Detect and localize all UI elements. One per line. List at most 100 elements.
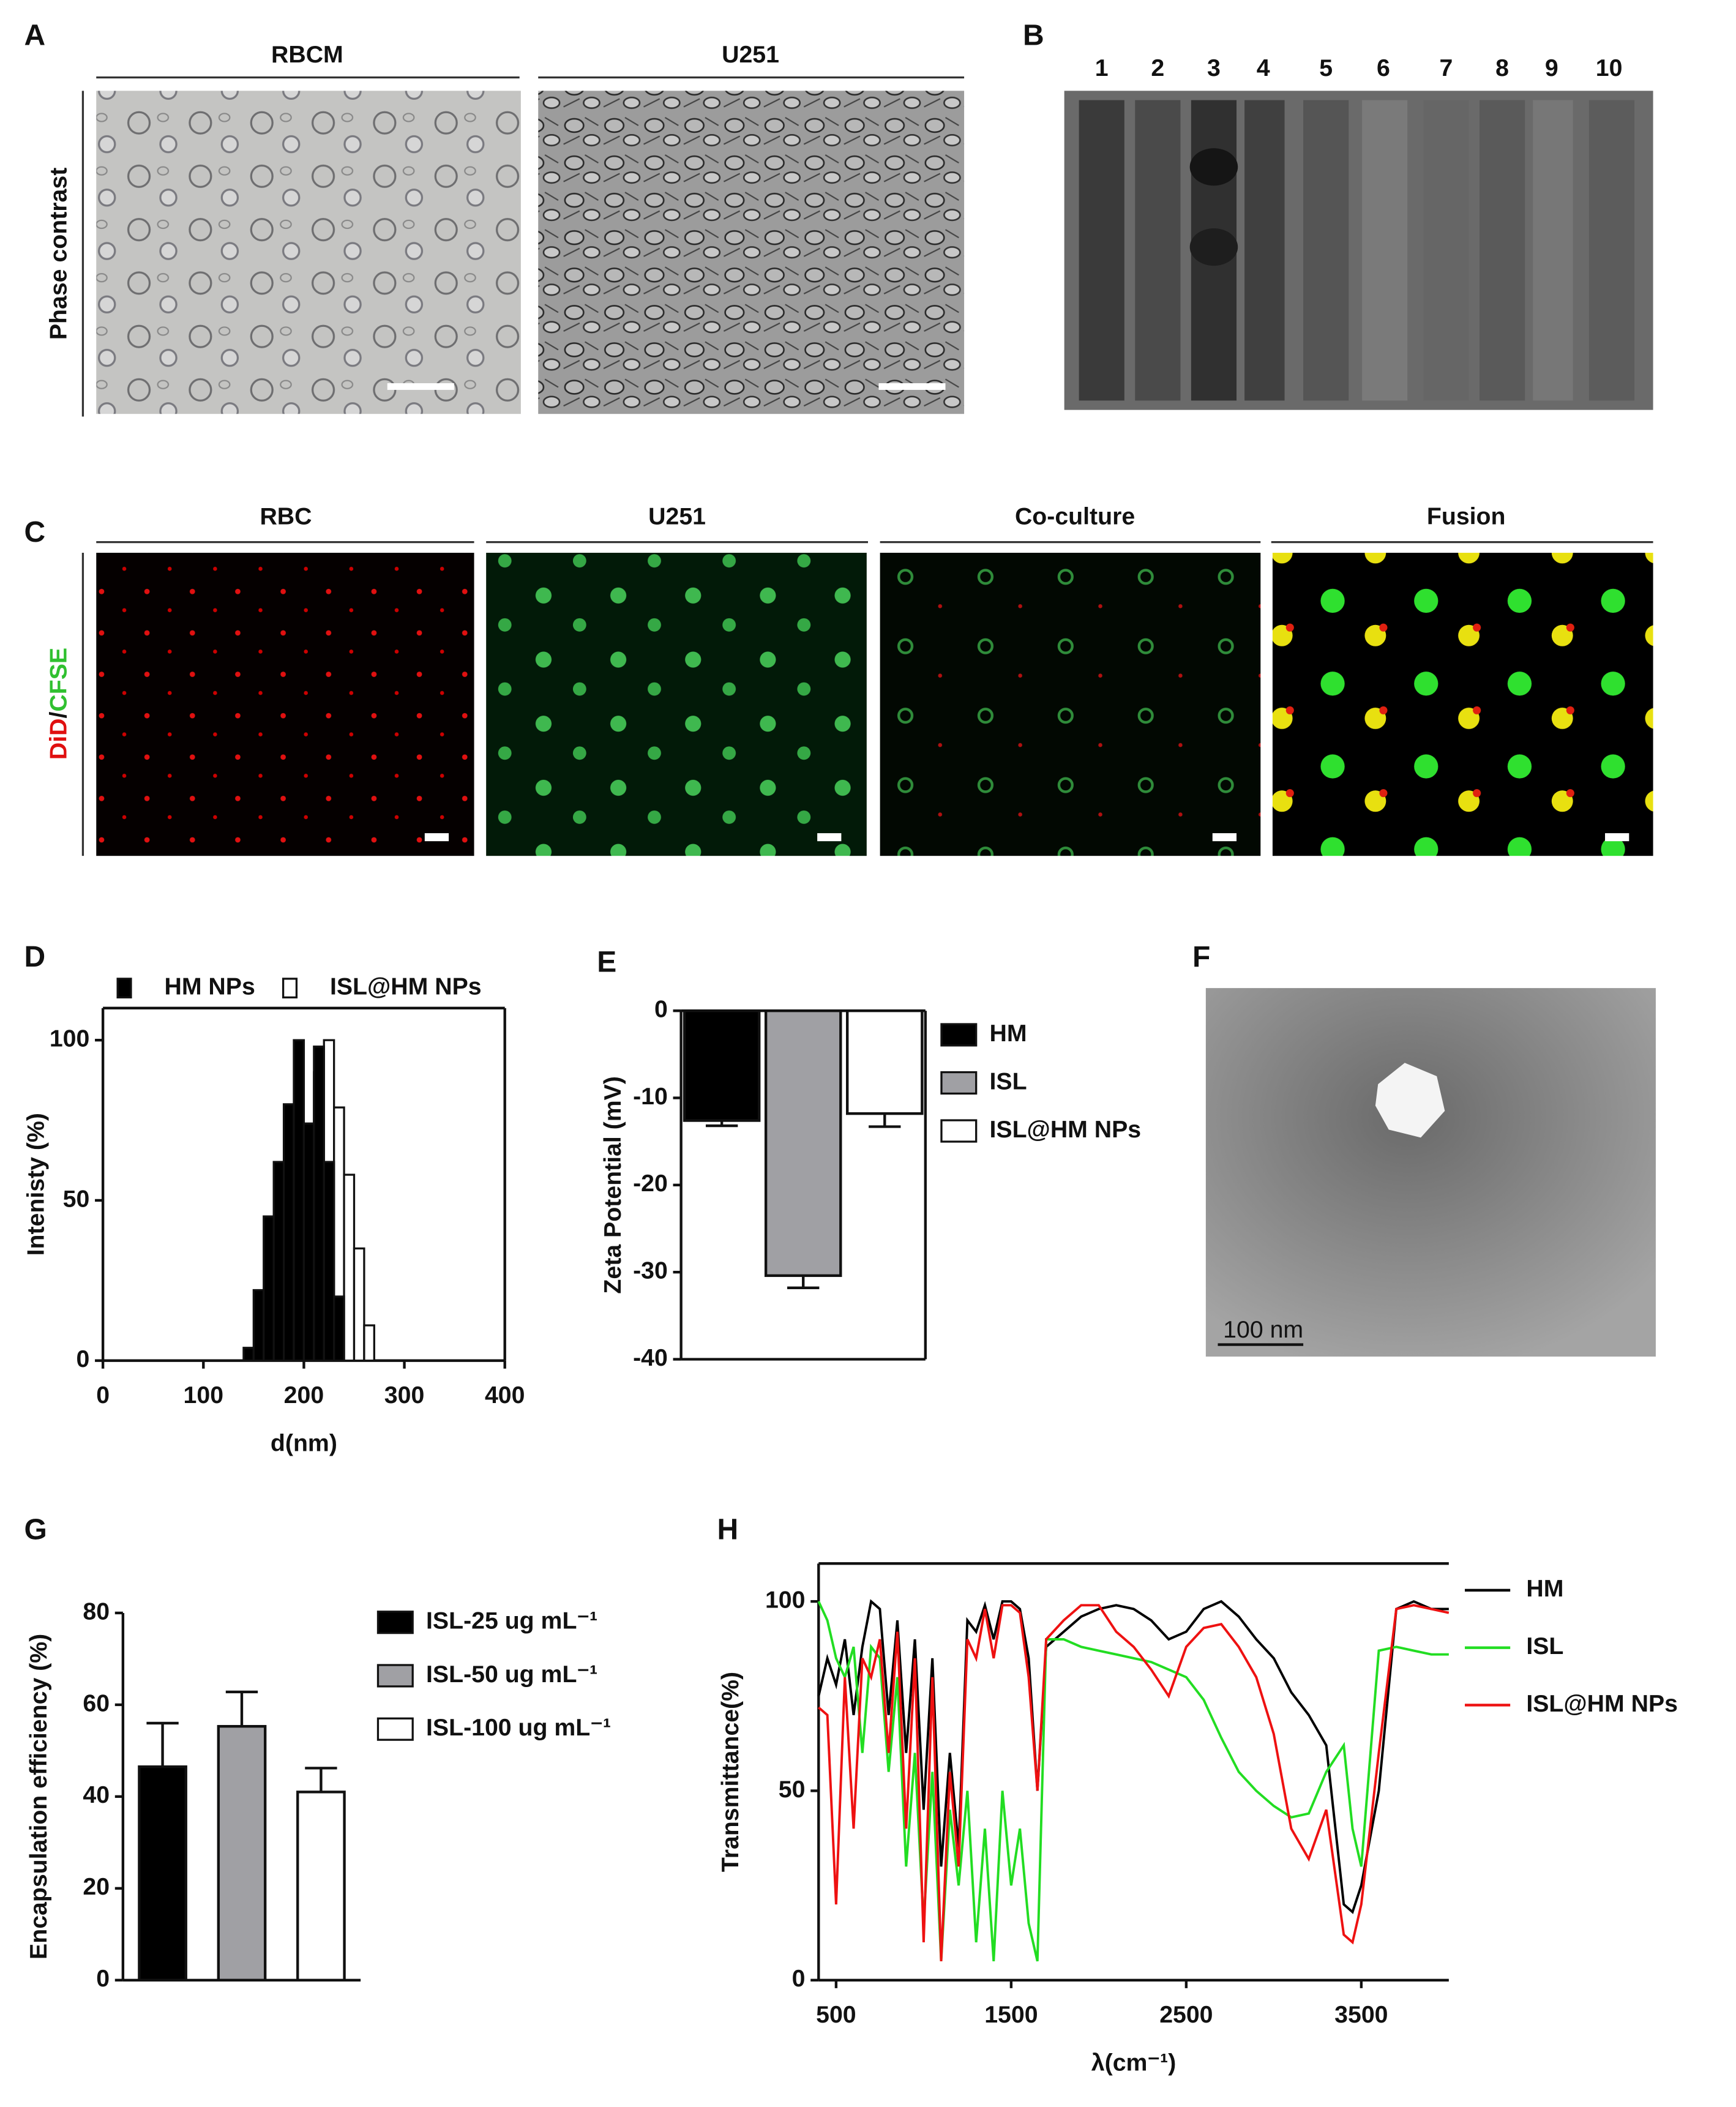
y-axis-label: Transmittance(%) — [717, 1672, 744, 1872]
column-title: U251 — [722, 41, 779, 68]
x-axis-label: λ(cm⁻¹) — [1091, 2049, 1177, 2076]
error-bar — [146, 1721, 179, 1767]
panel-letter: H — [717, 1514, 739, 1546]
x-axis-label: d(nm) — [271, 1429, 337, 1456]
y-tick-label: -20 — [633, 1170, 668, 1197]
bar — [846, 1009, 924, 1115]
histogram-bar — [313, 1046, 325, 1362]
histogram-bar — [282, 1103, 295, 1362]
y-tick-label: 0 — [96, 1965, 110, 1992]
column-title: U251 — [648, 503, 706, 530]
micrograph — [96, 91, 521, 414]
y-tick-label: 80 — [83, 1598, 110, 1625]
legend-label: ISL — [989, 1068, 1027, 1095]
x-tick-label: 0 — [96, 1382, 110, 1409]
row-title-part: DiD — [45, 719, 72, 760]
error-bar — [305, 1767, 337, 1792]
scale-bar — [424, 833, 449, 842]
spectrum-line — [818, 1604, 1450, 1961]
legend-label: ISL@HM NPs — [989, 1116, 1141, 1143]
x-tick-label: 300 — [384, 1382, 425, 1409]
scale-bar — [387, 383, 454, 390]
panel-letter: E — [597, 946, 616, 979]
y-axis-label: Encapsulation efficiency (%) — [25, 1634, 52, 1959]
row-title-part: CFSE — [45, 648, 72, 712]
x-tick-label: 1500 — [984, 2001, 1038, 2028]
gel-lane — [1533, 100, 1573, 401]
gel-lane — [1588, 100, 1635, 401]
histogram-bar — [252, 1289, 265, 1362]
histogram-bar — [323, 1161, 335, 1362]
y-tick-label: 20 — [83, 1873, 110, 1900]
scale-bar — [878, 383, 946, 390]
legend-label: ISL — [1526, 1633, 1563, 1660]
gel-lane — [1244, 100, 1285, 401]
column-title: Fusion — [1427, 503, 1506, 530]
legend-marker — [940, 1119, 978, 1143]
legend-label: ISL@HM NPs — [1526, 1690, 1678, 1717]
row-title-part: / — [45, 712, 72, 719]
tem-image — [1205, 988, 1656, 1357]
lane-label: 5 — [1319, 54, 1333, 81]
legend-label: HM — [989, 1020, 1027, 1047]
legend-marker — [282, 978, 298, 999]
legend-label: ISL-25 ug mL⁻¹ — [426, 1607, 597, 1634]
lane-label: 7 — [1440, 54, 1453, 81]
histogram-bar — [343, 1173, 356, 1362]
scale-bar — [817, 833, 842, 842]
panel-letter: B — [1023, 20, 1044, 52]
error-bar — [225, 1690, 258, 1727]
legend-marker — [376, 1717, 414, 1741]
x-tick-label: 200 — [284, 1382, 324, 1409]
legend-label: ISL@HM NPs — [330, 973, 482, 1000]
lane-label: 4 — [1257, 54, 1270, 81]
panel-letter: D — [24, 941, 45, 973]
gel-lane — [1079, 100, 1124, 401]
y-tick-label: -30 — [633, 1257, 668, 1284]
x-tick-label: 100 — [184, 1382, 224, 1409]
gel-lane — [1135, 100, 1181, 401]
y-tick-label: -40 — [633, 1344, 668, 1371]
histogram-bar — [293, 1039, 305, 1362]
y-tick-label: 0 — [76, 1345, 89, 1372]
gel — [1064, 91, 1653, 410]
gel-lane — [1480, 100, 1525, 401]
bar — [138, 1765, 187, 1982]
y-tick-label: 40 — [83, 1781, 110, 1808]
legend-marker — [116, 978, 132, 999]
x-tick-label: 400 — [485, 1382, 525, 1409]
bar — [683, 1009, 761, 1122]
gel-band — [1189, 228, 1238, 266]
legend-label: HM — [1526, 1575, 1563, 1602]
column-title: Co-culture — [1015, 503, 1135, 530]
y-tick-label: -10 — [633, 1083, 668, 1110]
nanoparticle — [1375, 1063, 1445, 1138]
micrograph — [486, 553, 867, 856]
row-title: Phase contrast — [45, 168, 72, 340]
row-title: DiD/CFSE — [45, 648, 72, 760]
bar — [296, 1791, 346, 1982]
gel-band — [1189, 148, 1238, 186]
histogram-bar — [242, 1347, 255, 1362]
scale-label: 100 nm — [1223, 1316, 1303, 1343]
lane-labels: 1 2 3 4 5 6 7 8 9 10 — [1095, 54, 1623, 81]
legend-label: ISL-50 ug mL⁻¹ — [426, 1661, 597, 1688]
lane-label: 3 — [1207, 54, 1221, 81]
gel-lane — [1362, 100, 1408, 401]
scale-bar — [1212, 833, 1237, 842]
error-bar — [787, 1275, 820, 1289]
lane-label: 10 — [1596, 54, 1623, 81]
column-title: RBCM — [271, 41, 343, 68]
y-axis-label: Zeta Potential (mV) — [599, 1076, 626, 1293]
histogram-bar — [272, 1161, 285, 1362]
y-tick-label: 100 — [765, 1586, 805, 1613]
histogram-bar — [333, 1295, 345, 1362]
y-tick-label: 100 — [50, 1025, 89, 1052]
histogram-bar — [363, 1324, 375, 1362]
lane-label: 2 — [1151, 54, 1164, 81]
error-bar — [869, 1113, 901, 1128]
x-tick-label: 3500 — [1334, 2001, 1388, 2028]
legend-marker — [940, 1023, 978, 1047]
